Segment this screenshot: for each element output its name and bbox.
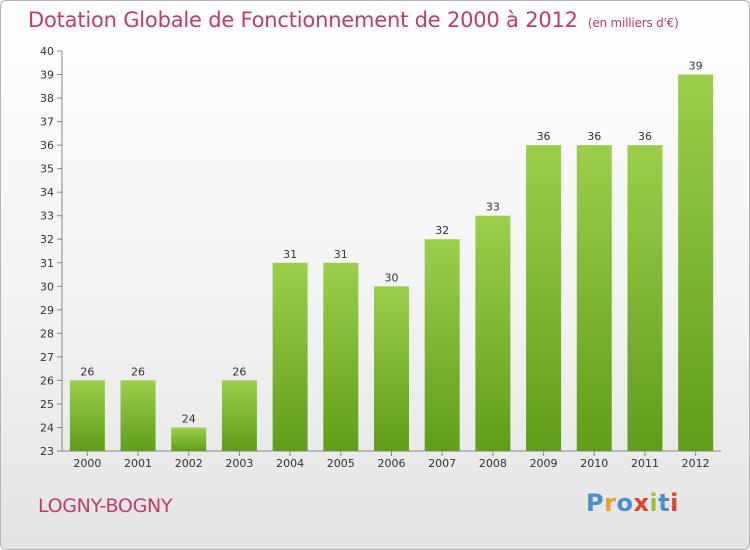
data-label: 26 bbox=[232, 365, 246, 378]
unit-label: (en milliers d'€) bbox=[587, 16, 679, 30]
bar bbox=[678, 74, 714, 451]
bar bbox=[526, 145, 562, 451]
bar bbox=[69, 380, 105, 451]
data-label: 36 bbox=[537, 130, 551, 143]
y-tick-label: 25 bbox=[40, 398, 54, 411]
y-tick-label: 27 bbox=[40, 351, 54, 364]
x-tick-label: 2005 bbox=[327, 457, 355, 470]
x-tick-label: 2000 bbox=[73, 457, 101, 470]
data-label: 36 bbox=[587, 130, 601, 143]
bar bbox=[171, 427, 207, 451]
x-tick-label: 2006 bbox=[378, 457, 406, 470]
y-tick-label: 23 bbox=[40, 445, 54, 458]
x-tick-label: 2008 bbox=[479, 457, 507, 470]
logo-letter: t bbox=[658, 489, 671, 517]
y-tick-label: 37 bbox=[40, 116, 54, 129]
y-tick-label: 31 bbox=[40, 257, 54, 270]
data-label: 36 bbox=[638, 130, 652, 143]
data-label: 31 bbox=[283, 248, 297, 261]
commune-name: LOGNY-BOGNY bbox=[38, 495, 173, 517]
logo-letter: o bbox=[616, 489, 634, 517]
x-tick-label: 2012 bbox=[682, 457, 710, 470]
data-label: 26 bbox=[131, 365, 145, 378]
x-tick-label: 2004 bbox=[276, 457, 304, 470]
title-text: Dotation Globale de Fonctionnement de 20… bbox=[28, 8, 578, 32]
x-tick-label: 2010 bbox=[580, 457, 608, 470]
logo-letter: i bbox=[649, 489, 659, 517]
bar bbox=[576, 145, 612, 451]
bar bbox=[120, 380, 156, 451]
logo-letter: r bbox=[604, 489, 617, 517]
bar bbox=[475, 215, 511, 451]
data-label: 33 bbox=[486, 201, 500, 214]
proxiti-logo: Proxiti bbox=[586, 489, 679, 517]
x-tick-label: 2011 bbox=[631, 457, 659, 470]
logo-letter: i bbox=[670, 489, 679, 517]
y-tick-label: 32 bbox=[40, 233, 54, 246]
bar bbox=[323, 262, 359, 451]
y-tick-label: 38 bbox=[40, 92, 54, 105]
data-label: 31 bbox=[334, 248, 348, 261]
x-tick-label: 2007 bbox=[428, 457, 456, 470]
data-label: 24 bbox=[182, 412, 196, 425]
bar bbox=[272, 262, 308, 451]
y-tick-label: 33 bbox=[40, 210, 54, 223]
y-tick-label: 36 bbox=[40, 139, 54, 152]
bar bbox=[424, 239, 460, 451]
x-tick-label: 2009 bbox=[530, 457, 558, 470]
data-label: 39 bbox=[689, 60, 703, 73]
y-tick-label: 24 bbox=[40, 421, 54, 434]
x-tick-label: 2002 bbox=[175, 457, 203, 470]
logo-letter: P bbox=[586, 489, 605, 517]
x-tick-label: 2003 bbox=[225, 457, 253, 470]
data-label: 30 bbox=[385, 271, 399, 284]
y-tick-label: 35 bbox=[40, 163, 54, 176]
chart-title: Dotation Globale de Fonctionnement de 20… bbox=[28, 8, 679, 32]
bar bbox=[627, 145, 663, 451]
y-tick-label: 39 bbox=[40, 69, 54, 82]
bars bbox=[69, 74, 714, 451]
data-label: 26 bbox=[80, 365, 94, 378]
y-tick-label: 29 bbox=[40, 304, 54, 317]
x-tick-label: 2001 bbox=[124, 457, 152, 470]
y-tick-label: 34 bbox=[40, 186, 54, 199]
y-tick-label: 26 bbox=[40, 374, 54, 387]
logo-letter: x bbox=[633, 489, 650, 517]
value-labels: 26 26 24 26 31 31 30 32 33 36 36 36 39 bbox=[80, 60, 702, 426]
y-tick-label: 28 bbox=[40, 327, 54, 340]
bar bbox=[221, 380, 257, 451]
data-label: 32 bbox=[435, 224, 449, 237]
y-tick-label: 30 bbox=[40, 280, 54, 293]
axes: 23 24 25 26 27 28 29 30 31 32 33 34 35 36 37 38 39 40 2000… bbox=[40, 45, 721, 470]
y-tick-label: 40 bbox=[40, 45, 54, 58]
bar bbox=[374, 286, 409, 451]
